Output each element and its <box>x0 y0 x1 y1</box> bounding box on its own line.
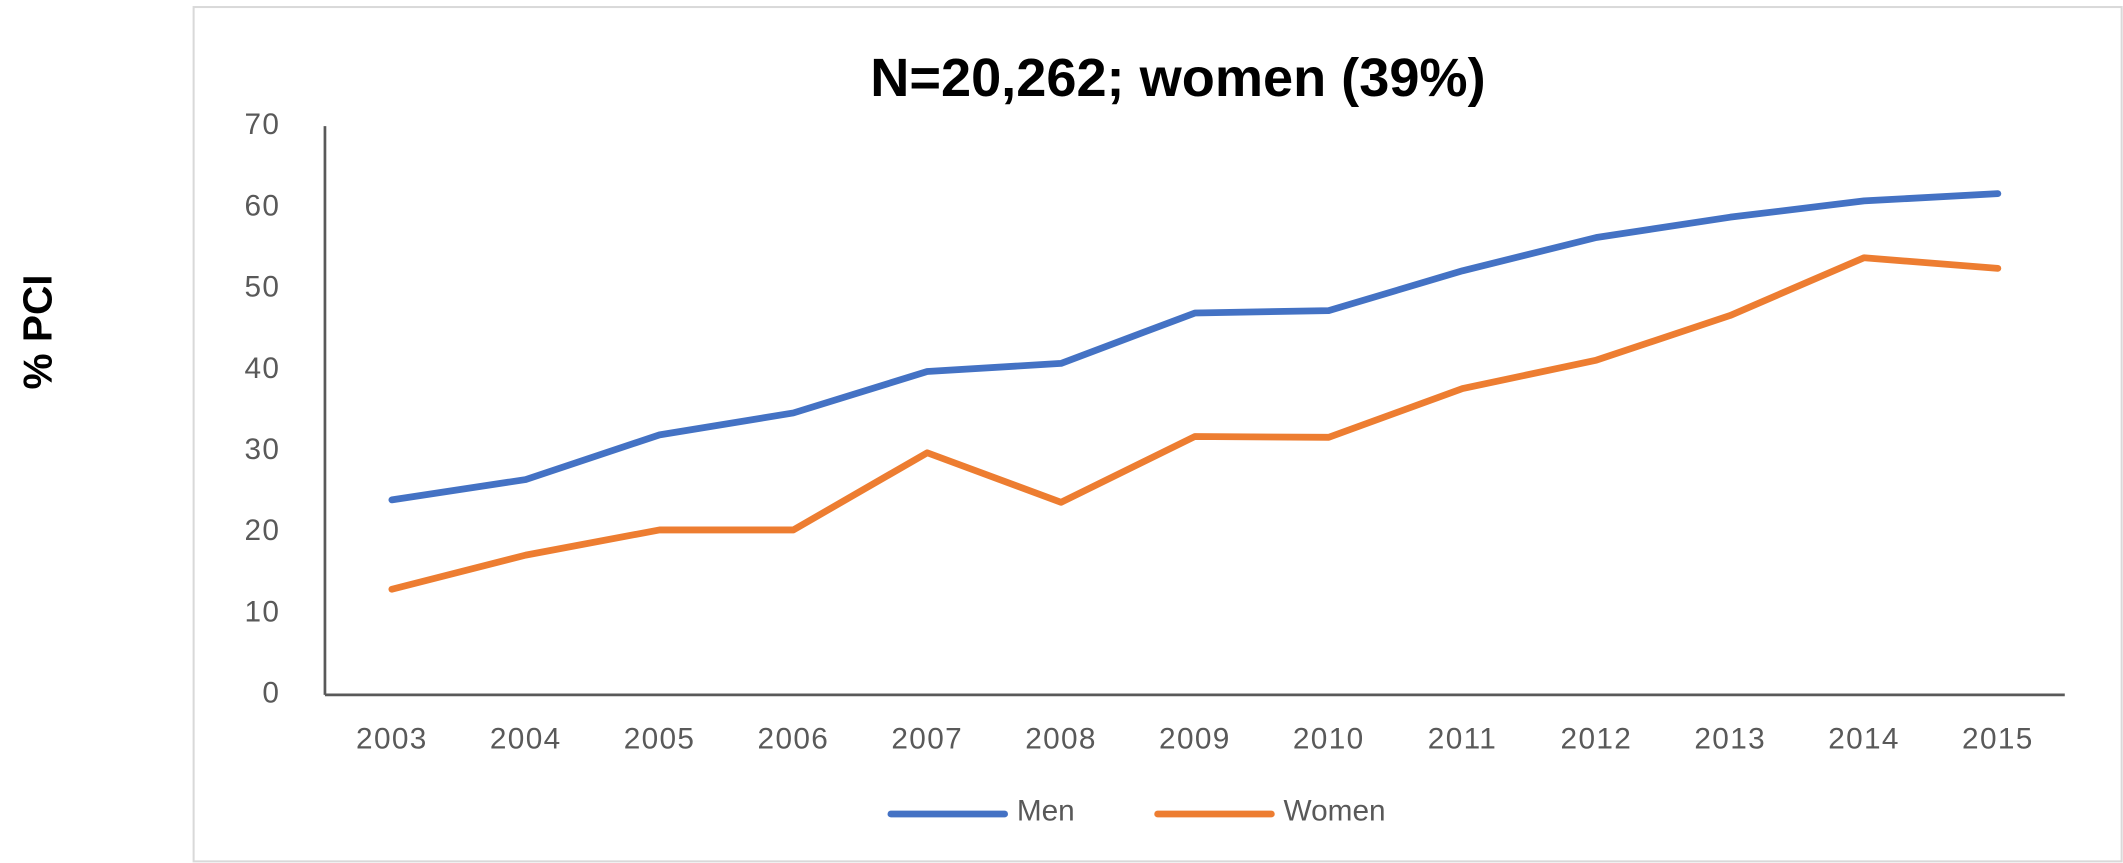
x-tick-label: 2011 <box>1428 723 1497 756</box>
y-tick-label: 10 <box>244 595 280 628</box>
y-tick-label: 50 <box>244 271 280 304</box>
y-tick-label: 30 <box>244 433 280 466</box>
y-tick-label: 70 <box>244 108 280 141</box>
y-axis-label: % PCI <box>14 274 60 389</box>
x-tick-label: 2007 <box>891 723 963 756</box>
x-tick-label: 2006 <box>758 723 830 756</box>
legend-label: Women <box>1284 794 1386 827</box>
x-tick-label: 2008 <box>1025 723 1097 756</box>
y-tick-label: 20 <box>244 514 280 547</box>
x-tick-label: 2015 <box>1962 723 2034 756</box>
x-tick-label: 2004 <box>490 723 562 756</box>
x-tick-label: 2005 <box>624 723 696 756</box>
chart-title: N=20,262; women (39%) <box>870 48 1485 108</box>
x-tick-label: 2003 <box>356 723 428 756</box>
y-tick-label: 40 <box>244 352 280 385</box>
y-tick-label: 60 <box>244 189 280 222</box>
x-tick-label: 2014 <box>1828 723 1900 756</box>
x-tick-label: 2009 <box>1159 723 1231 756</box>
x-tick-label: 2012 <box>1561 723 1633 756</box>
x-tick-label: 2013 <box>1694 723 1766 756</box>
x-tick-label: 2010 <box>1293 723 1365 756</box>
chart-frame <box>192 6 2123 863</box>
data-line <box>388 254 2002 593</box>
y-tick-label: 0 <box>262 677 280 710</box>
legend-label: Men <box>1017 794 1075 827</box>
data-line <box>388 190 2002 504</box>
